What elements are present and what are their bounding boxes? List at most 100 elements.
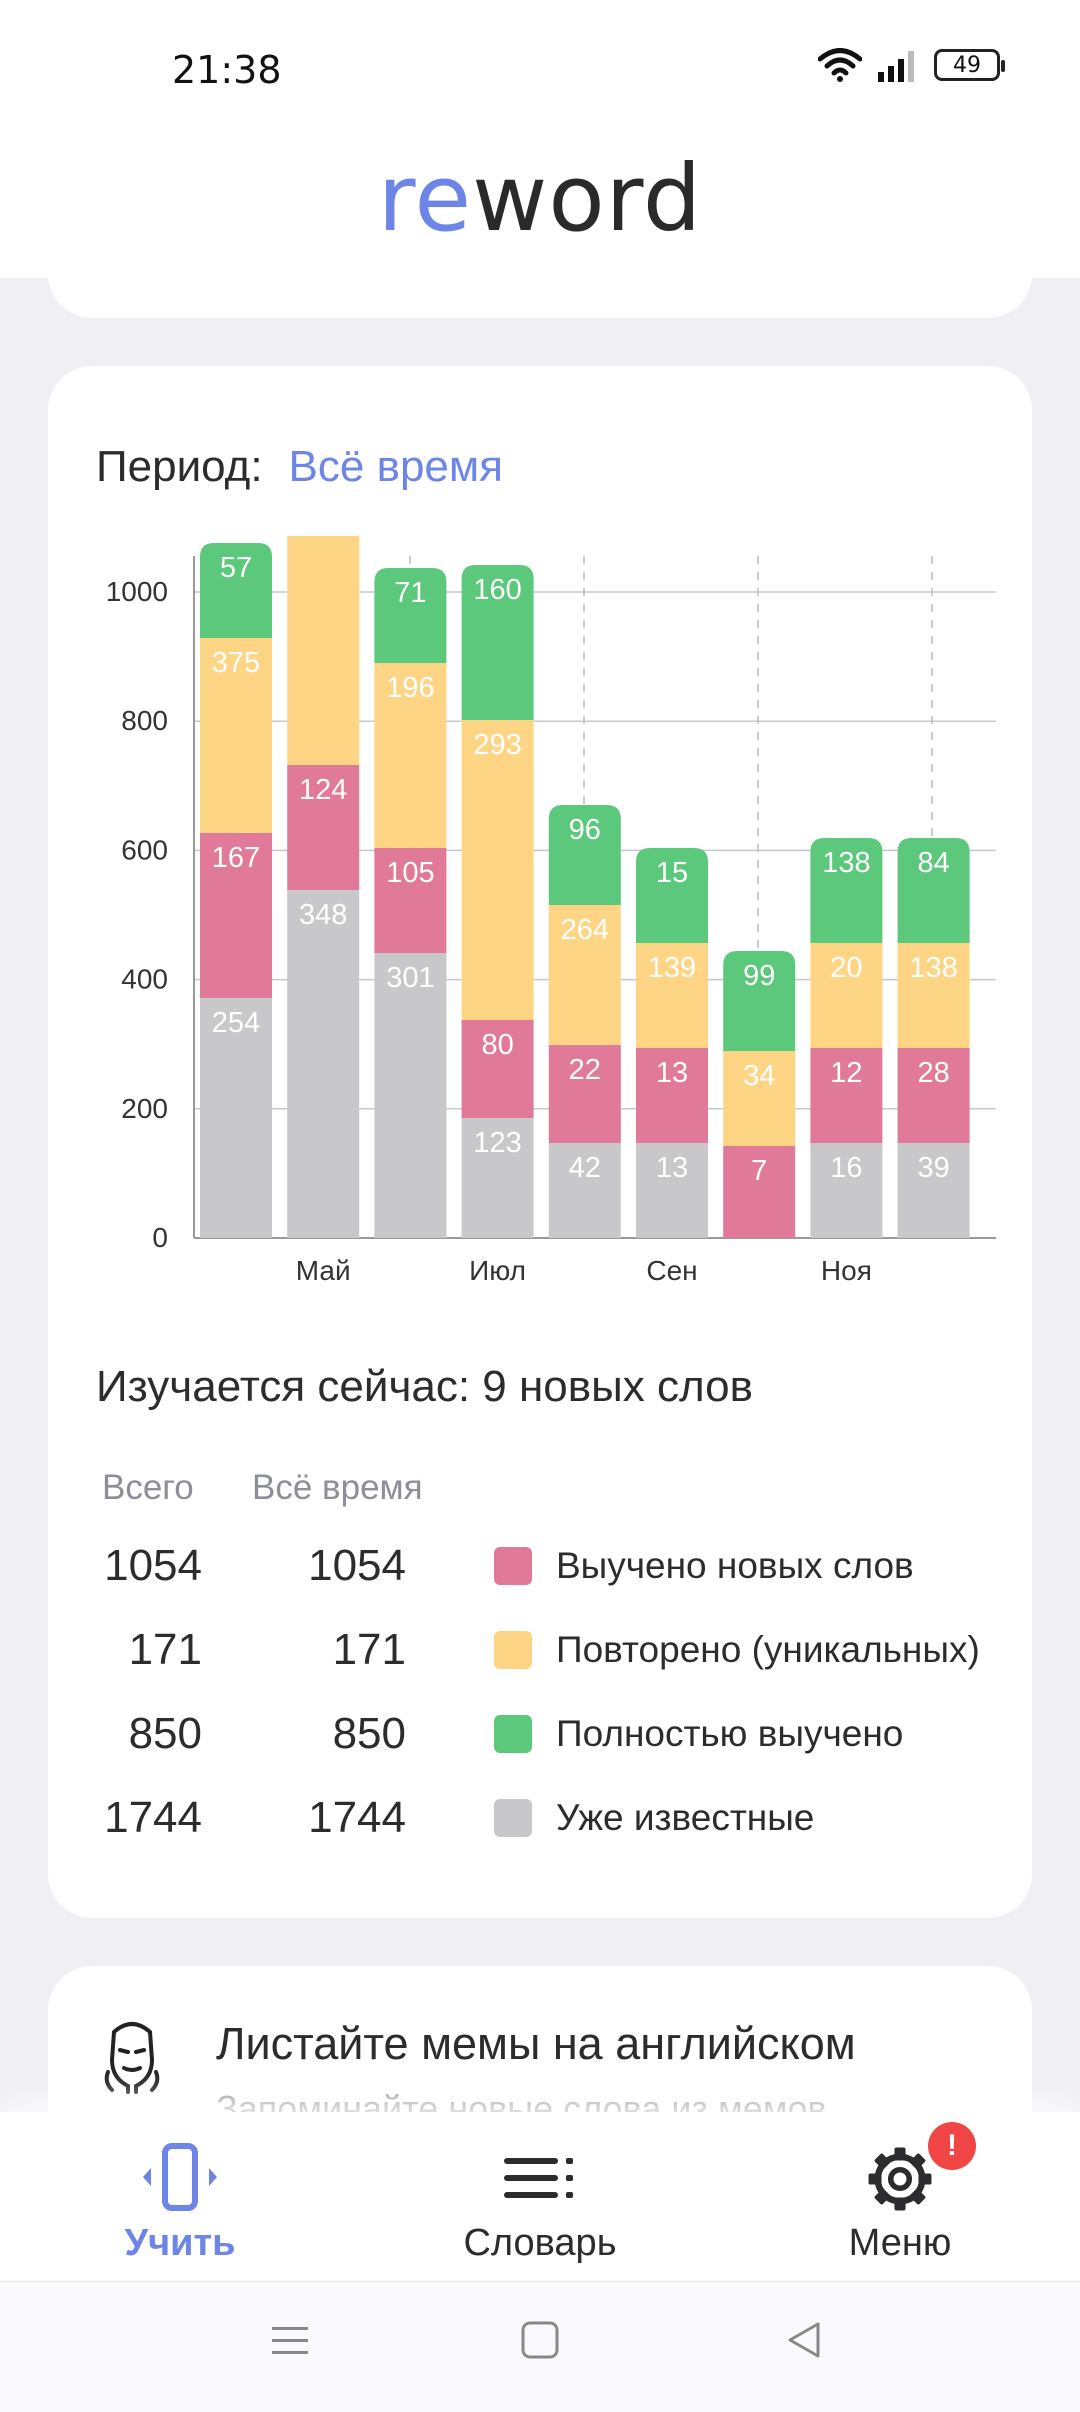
- y-tick-label: 0: [152, 1222, 168, 1253]
- bar-segment-fully-learned: [461, 565, 534, 720]
- learning-now-text: Изучается сейчас: 9 новых слов: [96, 1362, 754, 1411]
- nav-dictionary-label: Словарь: [463, 2222, 617, 2264]
- data-label: 375: [212, 647, 260, 679]
- bottom-navigation: Учить Словарь: [0, 2112, 1080, 2282]
- bar-segment-learned-new: [461, 1020, 534, 1118]
- app-logo: reword: [0, 134, 1080, 264]
- bar-segment-repeated: [548, 905, 621, 1045]
- bar-segment-fully-learned: [200, 543, 272, 638]
- legend-label: Выучено новых слов: [556, 1545, 914, 1586]
- statistics-card: Период: Всё время 0 200 400 600 800 1000 254 16…: [48, 366, 1032, 1918]
- bar-segment-repeated: [287, 536, 360, 765]
- wifi-icon: [818, 48, 862, 82]
- y-tick-label: 1000: [106, 576, 168, 607]
- data-label: 167: [212, 842, 260, 874]
- battery-indicator: 49: [934, 49, 1005, 81]
- data-label: 39: [917, 1152, 949, 1184]
- legend-swatch: [494, 1715, 532, 1753]
- bar-segment-fully-learned: [897, 838, 970, 943]
- nav-learn-label: Учить: [124, 2222, 236, 2264]
- data-label: 7: [751, 1155, 767, 1187]
- data-label: 20: [830, 952, 862, 984]
- bar-segment-repeated: [897, 943, 970, 1048]
- nav-menu[interactable]: ! Меню: [720, 2112, 1080, 2282]
- bar-segment-learned-new: [636, 1048, 708, 1143]
- bar-segment-repeated: [200, 638, 272, 833]
- data-label: 57: [220, 552, 252, 584]
- data-label: 16: [830, 1152, 862, 1184]
- data-label: 42: [569, 1152, 601, 1184]
- period-label: Период:: [96, 442, 263, 491]
- stat-total: 1744: [104, 1793, 202, 1842]
- meme-face-icon: [104, 2022, 160, 2094]
- bar-segment-known: [548, 1143, 621, 1238]
- bar-segment-learned-new: [897, 1048, 970, 1143]
- back-icon[interactable]: [782, 2318, 826, 2362]
- stat-total: 850: [128, 1709, 202, 1758]
- home-icon[interactable]: [518, 2318, 562, 2362]
- stats-row: 850 850 Полностью выучено: [48, 1709, 1032, 1779]
- column-header-all-time: Всё время: [252, 1468, 423, 1507]
- data-label: 123: [473, 1127, 521, 1159]
- column-header-total: Всего: [102, 1468, 194, 1507]
- status-icons: 49: [818, 48, 1005, 82]
- data-label: 254: [212, 1007, 260, 1039]
- promo-title: Листайте мемы на английском: [216, 2018, 856, 2069]
- data-label: 138: [909, 952, 957, 984]
- bar-segment-fully-learned: [374, 568, 447, 663]
- data-label: 15: [656, 857, 688, 889]
- bar-segment-known: [200, 998, 272, 1238]
- phone-swipe-icon: [143, 2143, 217, 2211]
- bar-segment-learned-new: [810, 1048, 883, 1143]
- data-label: 301: [386, 962, 434, 994]
- bar-segment-repeated: [636, 943, 708, 1048]
- y-tick-label: 200: [121, 1093, 168, 1124]
- bar-segment-learned-new: [723, 1146, 796, 1238]
- previous-card-bottom: [48, 258, 1032, 318]
- logo-suffix: word: [472, 145, 703, 252]
- data-label: 28: [917, 1057, 949, 1089]
- data-label: 22: [569, 1054, 601, 1086]
- legend-swatch: [494, 1631, 532, 1669]
- bar-segment-known: [636, 1143, 708, 1238]
- bar-segment-fully-learned: [548, 805, 621, 905]
- nav-dictionary[interactable]: Словарь: [360, 2112, 720, 2282]
- stats-row: 1744 1744 Уже известные: [48, 1793, 1032, 1863]
- bar-segment-fully-learned: [723, 951, 796, 1051]
- nav-learn[interactable]: Учить: [0, 2112, 360, 2282]
- data-label: 13: [656, 1057, 688, 1089]
- data-label: 196: [386, 672, 434, 704]
- period-selector[interactable]: Период: Всё время: [96, 442, 503, 492]
- data-label: 13: [656, 1152, 688, 1184]
- bar-segment-repeated: [810, 943, 883, 1048]
- status-time: 21:38: [172, 48, 282, 92]
- legend-label: Уже известные: [556, 1797, 815, 1838]
- data-label: 160: [473, 574, 521, 606]
- signal-icon: [878, 51, 914, 82]
- data-label: 139: [648, 952, 696, 984]
- bar-segment-learned-new: [200, 833, 272, 998]
- bar-segment-fully-learned: [810, 838, 883, 943]
- period-value[interactable]: Всё время: [288, 442, 503, 491]
- data-label: 348: [299, 899, 347, 931]
- stat-all-time: 850: [332, 1709, 406, 1758]
- bar-segment-known: [810, 1143, 883, 1238]
- stacked-bar-chart: 0200400600800100025416737557348124311130…: [106, 536, 996, 1286]
- logo-prefix: re: [377, 145, 473, 252]
- bar-segment-repeated: [461, 720, 534, 1020]
- bar-segment-learned-new: [548, 1045, 621, 1143]
- data-label: 71: [394, 577, 426, 609]
- legend-label: Полностью выучено: [556, 1713, 904, 1754]
- recent-apps-icon[interactable]: [268, 2318, 312, 2362]
- gear-icon: [868, 2147, 932, 2211]
- legend-label: Повторено (уникальных): [556, 1629, 980, 1670]
- x-tick-label: Ноя: [821, 1255, 872, 1286]
- x-tick-label: Сен: [646, 1255, 697, 1286]
- nav-menu-label: Меню: [848, 2222, 952, 2264]
- y-tick-label: 800: [121, 705, 168, 736]
- bar-segment-known: [374, 953, 447, 1238]
- bar-segment-known: [461, 1118, 534, 1238]
- data-label: 293: [473, 729, 521, 761]
- system-navigation-bar: [0, 2282, 1080, 2412]
- data-label: 264: [561, 914, 609, 946]
